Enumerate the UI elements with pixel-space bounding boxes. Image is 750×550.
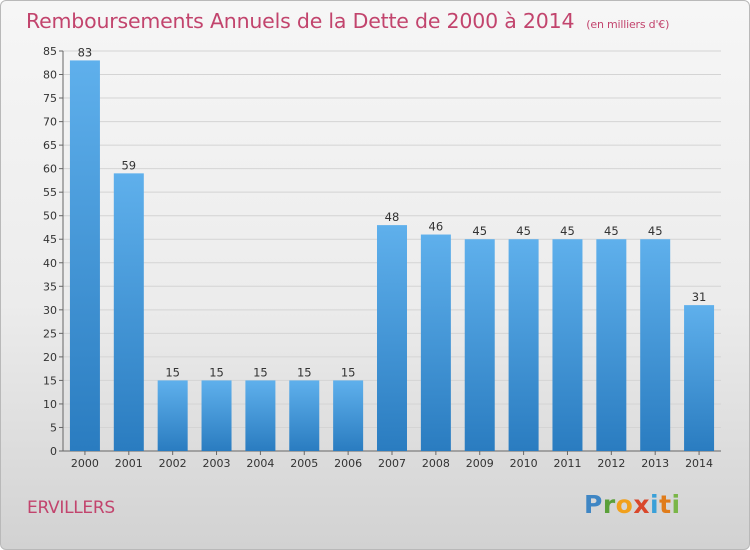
commune-name: ERVILLERS <box>27 498 115 518</box>
y-tick-label: 5 <box>50 421 57 434</box>
x-tick-label: 2005 <box>290 457 318 470</box>
y-tick-label: 15 <box>43 374 57 387</box>
bar <box>333 380 364 451</box>
bar <box>552 239 583 451</box>
x-tick-label: 2009 <box>466 457 494 470</box>
bar <box>377 225 407 451</box>
bar <box>684 305 715 451</box>
chart-unit-note: (en milliers d'€) <box>586 18 670 31</box>
x-tick-label: 2011 <box>553 457 581 470</box>
x-tick-label: 2002 <box>159 457 187 470</box>
labels: 0 5 10 15 20 25 30 35 40 45 50 55 60 65 70 75 80 85 83 2000… <box>43 45 713 470</box>
data-label: 15 <box>165 365 180 379</box>
y-tick-label: 35 <box>43 280 57 293</box>
proxiti-logo: Proxiti <box>584 490 681 519</box>
y-tick-label: 60 <box>43 163 57 176</box>
chart-title-text: Remboursements Annuels de la Dette de 20… <box>26 9 575 33</box>
bar <box>640 239 671 451</box>
data-label: 46 <box>429 220 444 234</box>
data-label: 15 <box>209 365 224 379</box>
data-label: 31 <box>692 290 707 304</box>
y-tick-label: 40 <box>43 257 57 270</box>
logo-letter: P <box>584 490 603 519</box>
data-label: 45 <box>560 224 575 238</box>
x-tick-label: 2013 <box>641 457 669 470</box>
chart-title: Remboursements Annuels de la Dette de 20… <box>26 9 669 33</box>
data-label: 45 <box>604 224 619 238</box>
y-tick-label: 10 <box>43 398 57 411</box>
x-tick-label: 2008 <box>422 457 450 470</box>
logo-letter: i <box>671 490 681 519</box>
bar <box>464 239 495 451</box>
y-tick-label: 85 <box>43 45 57 58</box>
bar <box>420 234 451 451</box>
bar <box>69 60 100 451</box>
x-tick-label: 2006 <box>334 457 362 470</box>
y-tick-label: 65 <box>43 139 57 152</box>
data-label: 83 <box>78 45 93 59</box>
logo-letter: x <box>633 490 650 519</box>
data-label: 59 <box>121 158 136 172</box>
x-tick-label: 2007 <box>378 457 406 470</box>
y-tick-label: 45 <box>43 233 57 246</box>
data-label: 45 <box>516 224 531 238</box>
x-tick-label: 2010 <box>510 457 538 470</box>
bar <box>508 239 539 451</box>
data-label: 15 <box>341 365 356 379</box>
data-label: 15 <box>297 365 312 379</box>
y-tick-label: 55 <box>43 186 57 199</box>
y-tick-label: 25 <box>43 327 57 340</box>
x-tick-label: 2014 <box>685 457 713 470</box>
x-tick-label: 2012 <box>597 457 625 470</box>
y-tick-label: 75 <box>43 92 57 105</box>
y-tick-label: 70 <box>43 116 57 129</box>
x-tick-label: 2003 <box>203 457 231 470</box>
logo-letter: t <box>659 490 672 519</box>
logo-letter: o <box>615 490 634 519</box>
y-tick-label: 20 <box>43 351 57 364</box>
bar <box>245 380 276 451</box>
data-label: 15 <box>253 365 268 379</box>
bars <box>69 60 715 451</box>
y-tick-label: 0 <box>50 445 57 458</box>
x-tick-label: 2001 <box>115 457 143 470</box>
y-tick-label: 50 <box>43 210 57 223</box>
x-tick-label: 2004 <box>246 457 274 470</box>
logo-letter: r <box>602 490 616 519</box>
data-label: 45 <box>648 224 663 238</box>
logo-letter: i <box>650 490 660 519</box>
bar <box>201 380 232 451</box>
data-label: 48 <box>385 210 400 224</box>
y-tick-label: 30 <box>43 304 57 317</box>
bar <box>157 380 188 451</box>
bar <box>289 380 320 451</box>
bar <box>596 239 627 451</box>
x-tick-label: 2000 <box>71 457 99 470</box>
bar <box>113 173 144 451</box>
data-label: 45 <box>472 224 487 238</box>
y-tick-label: 80 <box>43 69 57 82</box>
